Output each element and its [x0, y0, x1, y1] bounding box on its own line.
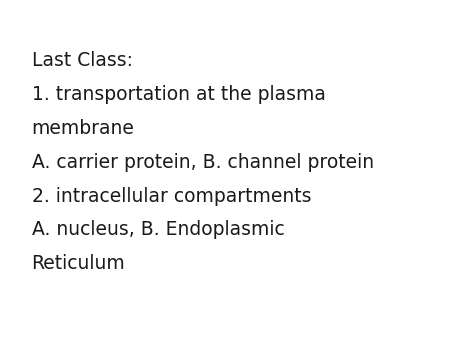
Text: A. nucleus, B. Endoplasmic: A. nucleus, B. Endoplasmic [32, 220, 284, 239]
Text: Reticulum: Reticulum [32, 254, 125, 273]
Text: Last Class:: Last Class: [32, 51, 132, 70]
Text: membrane: membrane [32, 119, 135, 138]
Text: 1. transportation at the plasma: 1. transportation at the plasma [32, 85, 325, 104]
Text: 2. intracellular compartments: 2. intracellular compartments [32, 187, 311, 206]
Text: A. carrier protein, B. channel protein: A. carrier protein, B. channel protein [32, 153, 374, 172]
